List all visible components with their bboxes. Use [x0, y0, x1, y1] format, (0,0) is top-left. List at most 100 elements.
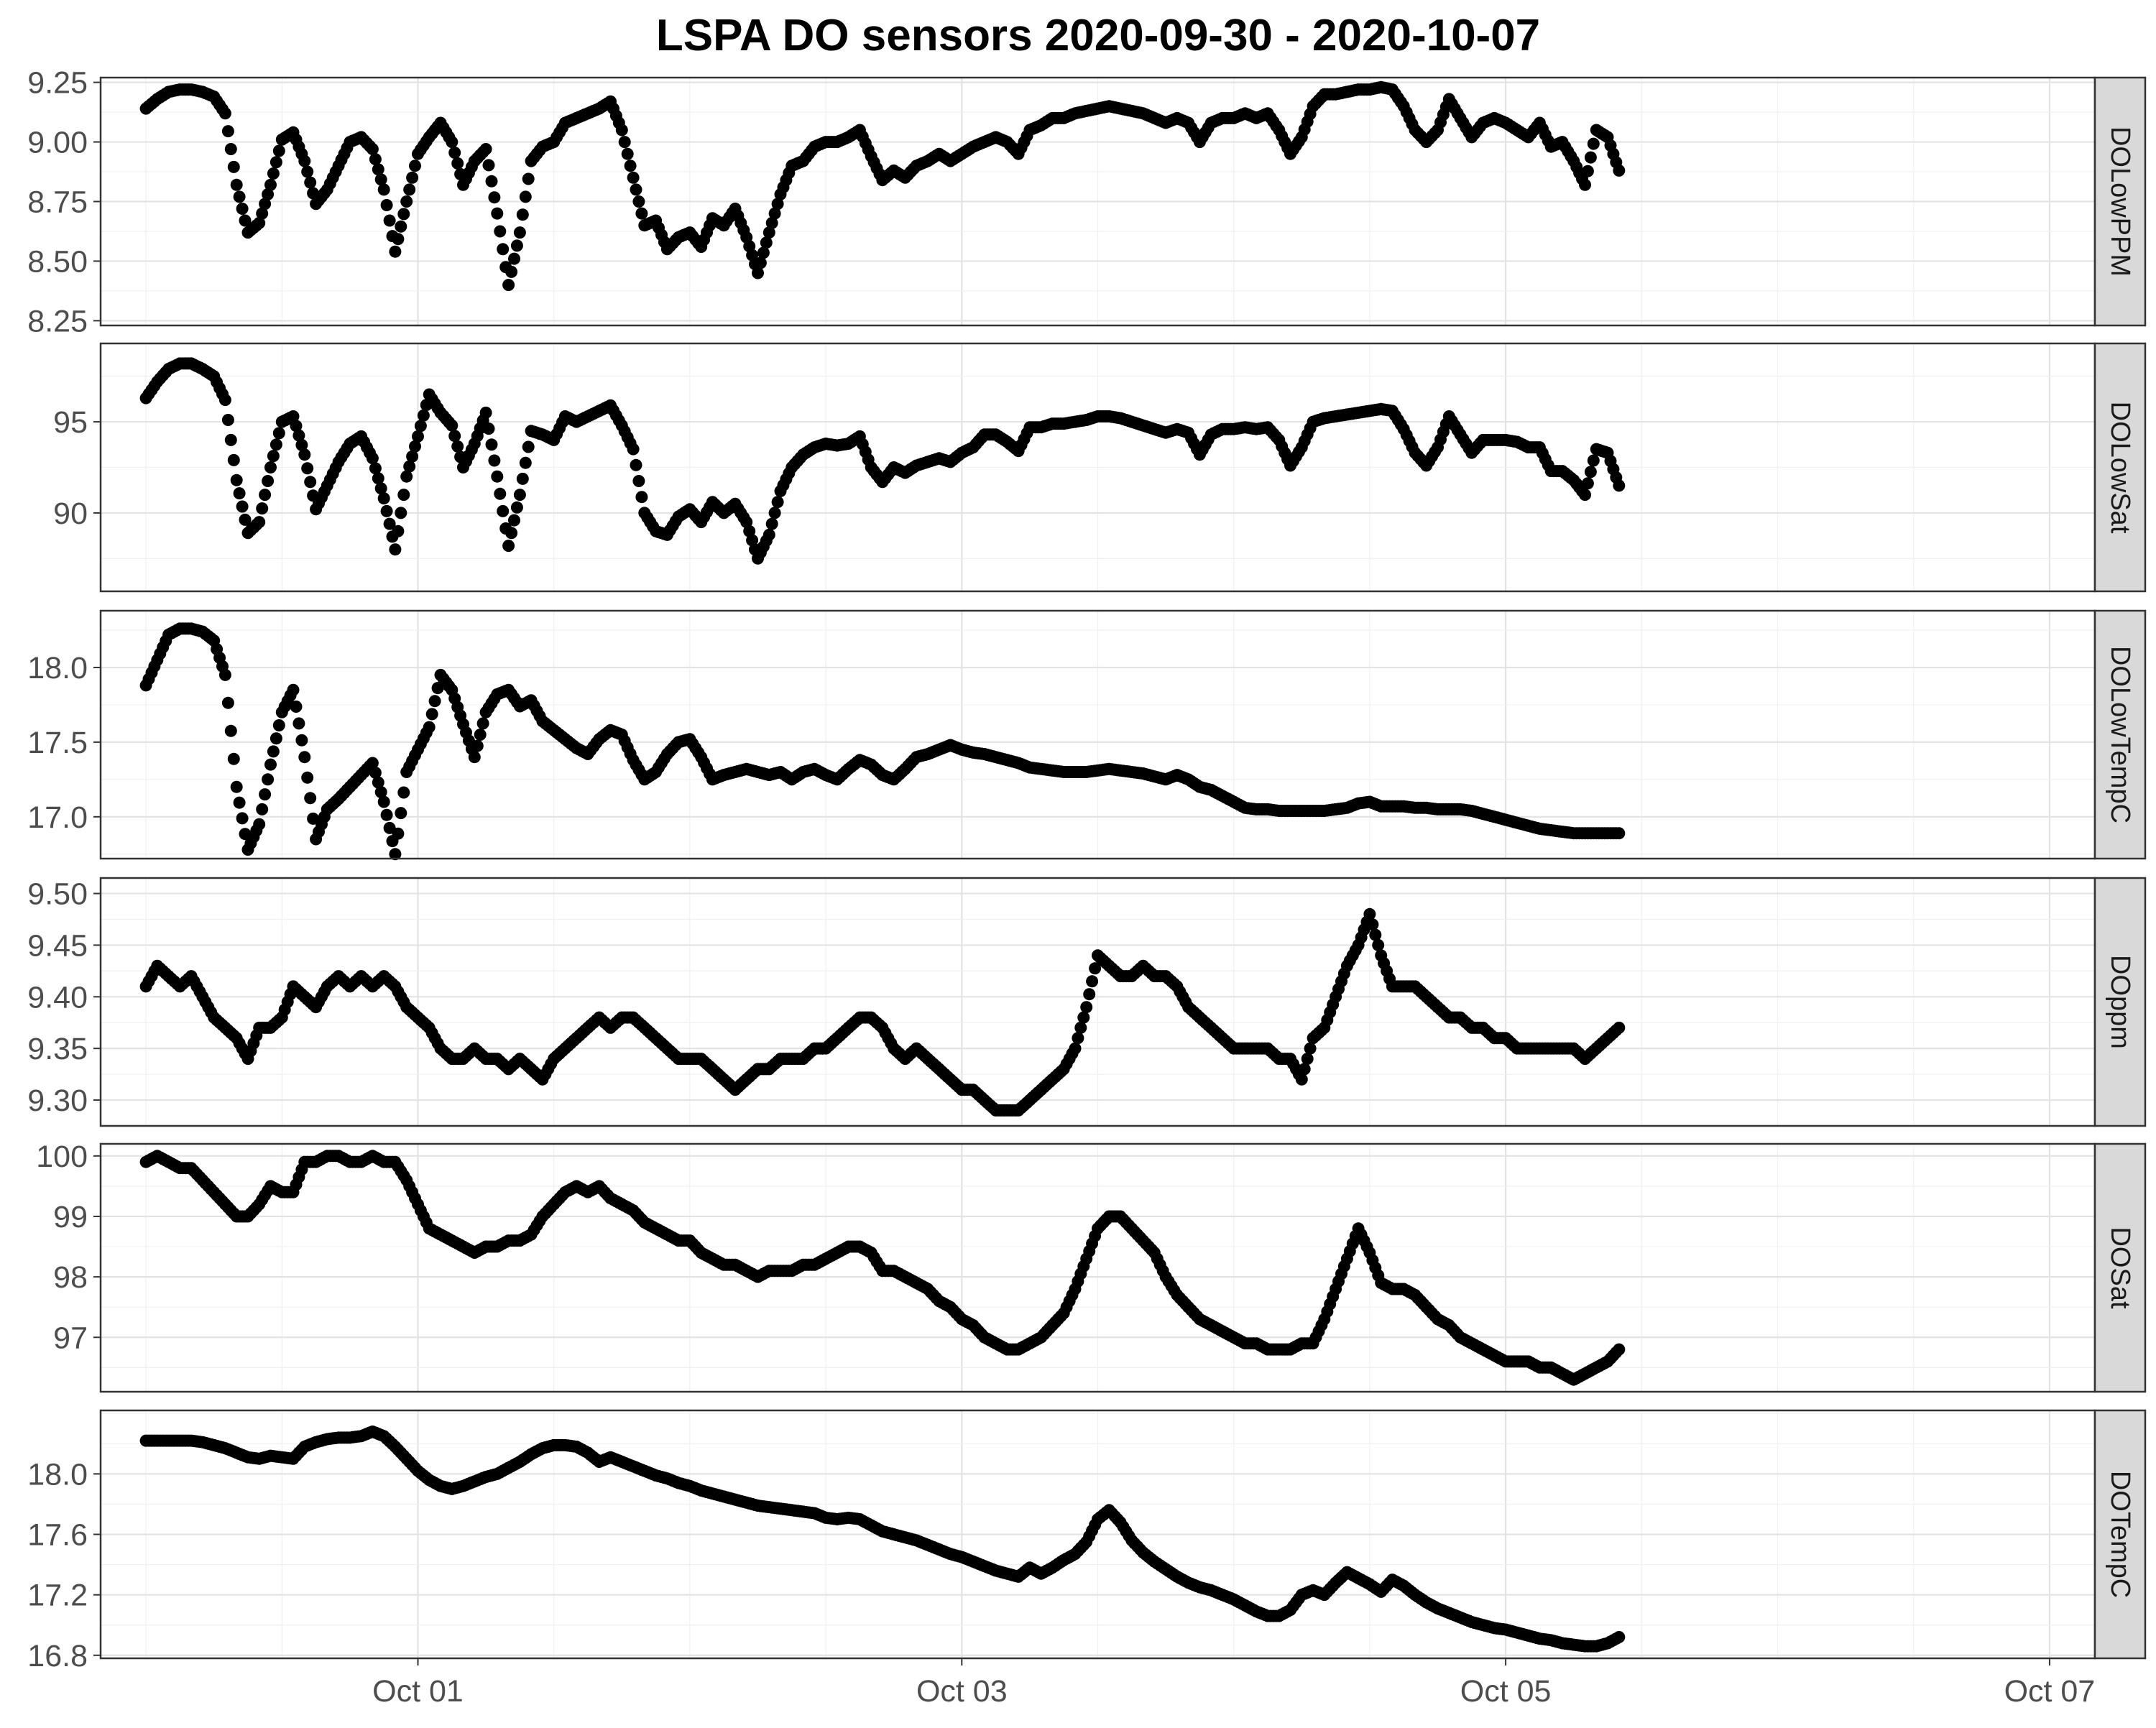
data-point: [403, 460, 416, 473]
data-point: [236, 500, 249, 513]
data-point: [510, 239, 523, 252]
data-point: [494, 487, 507, 500]
data-point: [768, 207, 781, 220]
facet-label: DOSat: [2105, 1226, 2135, 1308]
data-point: [377, 183, 390, 196]
data-point: [224, 143, 237, 155]
data-point: [221, 125, 234, 138]
y-tick-label: 17.5: [27, 726, 88, 760]
data-point: [632, 475, 645, 487]
data-point: [513, 226, 526, 239]
data-point: [1613, 1631, 1626, 1643]
facet-label: DOLowPPM: [2105, 126, 2135, 277]
data-point: [218, 394, 231, 407]
data-point: [1579, 489, 1591, 502]
data-point: [374, 786, 387, 798]
data-point: [513, 489, 526, 502]
data-point: [508, 514, 520, 527]
data-point: [236, 812, 249, 825]
data-point: [270, 438, 282, 451]
data-point: [1363, 907, 1376, 920]
data-point: [270, 732, 282, 745]
data-point: [256, 207, 269, 220]
data-point: [264, 461, 277, 473]
data-point: [627, 443, 640, 456]
data-point: [446, 419, 459, 432]
data-point: [262, 773, 275, 786]
data-point: [259, 788, 272, 801]
y-tick-label: 8.50: [27, 244, 88, 279]
data-point: [239, 214, 252, 227]
data-point: [301, 462, 314, 475]
facet-strip: [2093, 1409, 2147, 1660]
y-tick-label: 98: [53, 1260, 88, 1295]
data-point: [488, 191, 501, 204]
y-tick-label: 9.45: [27, 928, 88, 963]
data-point: [497, 504, 510, 517]
data-point: [253, 516, 266, 529]
data-point: [471, 739, 484, 752]
data-point: [754, 257, 767, 269]
data-point: [505, 265, 518, 278]
data-point: [383, 214, 396, 227]
data-point: [491, 470, 504, 483]
data-point: [522, 172, 535, 185]
data-point: [502, 279, 515, 292]
data-point: [488, 454, 501, 467]
data-point: [409, 160, 421, 172]
data-point: [1074, 1021, 1087, 1034]
data-point: [272, 719, 285, 731]
data-point: [298, 448, 311, 461]
data-point: [377, 795, 390, 808]
data-point: [763, 226, 775, 239]
data-point: [287, 410, 300, 422]
data-point: [423, 721, 436, 734]
data-point: [389, 245, 402, 258]
panel-DOTempC: 16.8 17.2 17.6 18.0 DOTempC: [27, 1409, 2147, 1673]
data-point: [1581, 165, 1594, 177]
data-point: [627, 171, 640, 184]
data-point: [406, 450, 419, 463]
data-point: [1080, 1001, 1093, 1014]
data-point: [221, 696, 234, 709]
data-point: [1584, 466, 1597, 479]
data-point: [1089, 962, 1102, 975]
data-point: [256, 803, 269, 816]
data-point: [380, 504, 393, 517]
data-point: [1372, 938, 1385, 951]
data-point: [1579, 178, 1591, 191]
data-point: [270, 156, 282, 169]
data-point: [264, 758, 277, 771]
data-point: [304, 792, 317, 805]
y-tick-label: 90: [53, 496, 88, 531]
data-point: [1587, 454, 1600, 467]
data-point: [233, 796, 246, 809]
data-point: [239, 513, 252, 526]
data-point: [227, 453, 240, 466]
data-point: [1366, 918, 1379, 931]
data-point: [516, 208, 529, 221]
y-tick-label: 18.0: [27, 651, 88, 685]
data-point: [369, 462, 382, 475]
data-point: [304, 476, 317, 489]
data-point: [1581, 477, 1594, 490]
facet-strip: [2093, 877, 2147, 1127]
data-point: [752, 267, 764, 279]
data-point: [292, 717, 305, 730]
data-point: [272, 144, 285, 157]
data-point: [298, 154, 311, 167]
data-point: [414, 420, 427, 433]
data-point: [494, 225, 507, 238]
data-point: [233, 190, 246, 203]
data-point: [1613, 1343, 1626, 1356]
data-point: [267, 450, 280, 463]
data-point: [632, 195, 645, 208]
data-point: [233, 487, 246, 500]
panel-DOppm: 9.30 9.35 9.40 9.45 9.50 DOppm: [27, 877, 2147, 1127]
data-point: [428, 695, 441, 708]
facet-label: DOTempC: [2105, 1471, 2135, 1598]
data-point: [1613, 827, 1626, 840]
data-point: [369, 767, 382, 779]
data-point: [522, 440, 535, 453]
